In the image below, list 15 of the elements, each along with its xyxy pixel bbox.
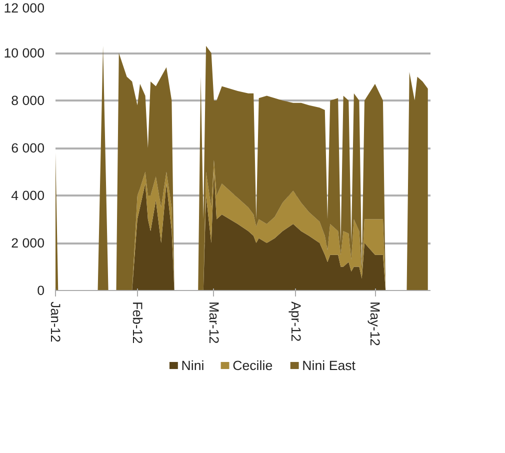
y-tick-label: 0: [37, 283, 45, 298]
y-tick-label: 10 000: [4, 46, 44, 60]
x-tick-label: May-12: [368, 302, 383, 346]
y-tick-label: 8 000: [11, 93, 45, 108]
x-tick-label: Jan-12: [48, 302, 63, 342]
x-tick-label: Apr-12: [288, 302, 304, 342]
y-tick-label: 2 000: [11, 236, 45, 250]
legend-label: Cecilie: [232, 358, 273, 373]
x-tick-label: Mar-12: [206, 302, 222, 344]
legend-label: Nini East: [302, 358, 356, 373]
legend-label: Nini: [181, 358, 204, 373]
y-tick-label: 12 000: [4, 0, 44, 16]
x-tick-label: Feb-12: [130, 302, 145, 344]
y-tick-label: 4 000: [11, 188, 45, 203]
y-tick-label: 6 000: [11, 140, 45, 156]
